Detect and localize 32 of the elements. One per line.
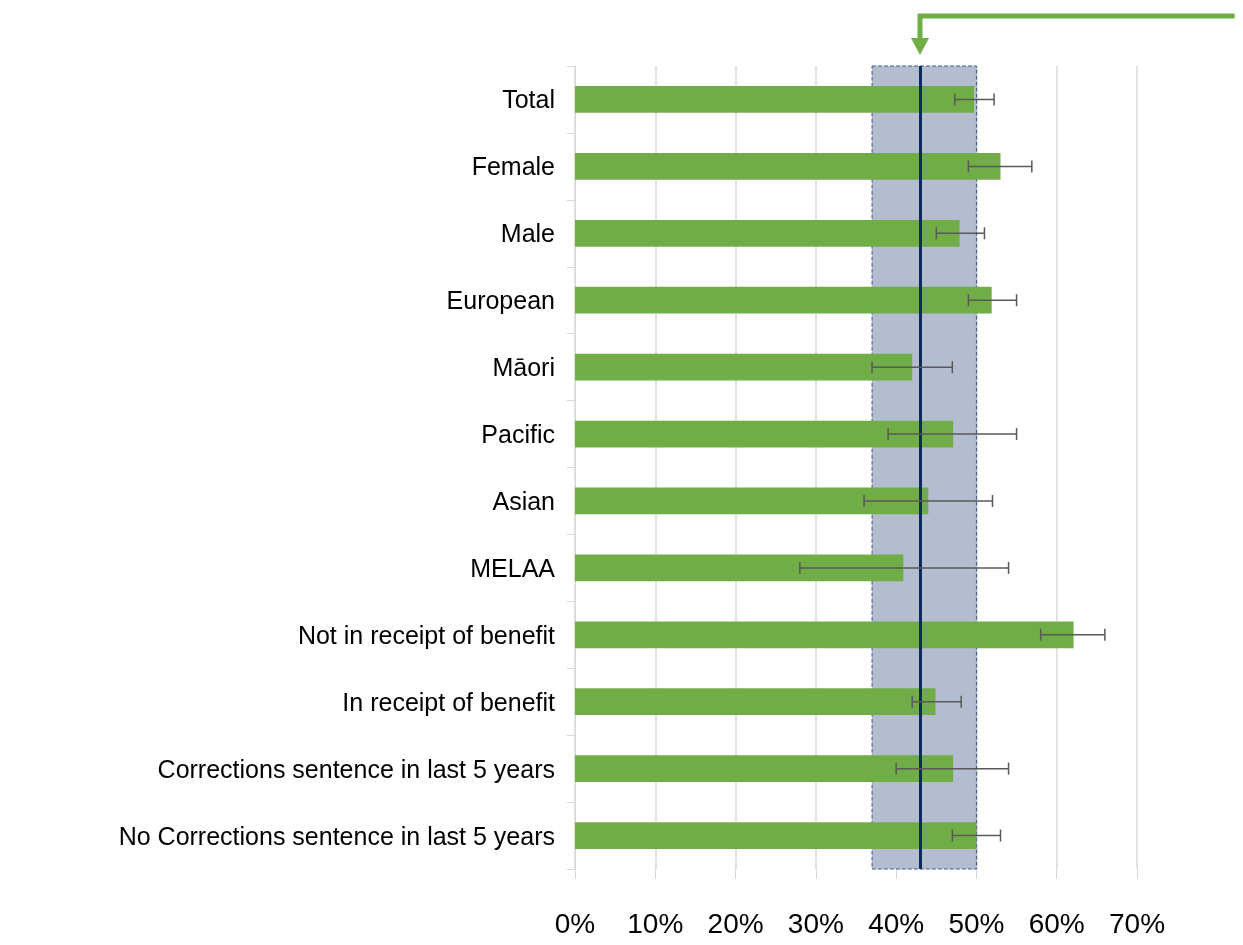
bar: [575, 688, 936, 716]
bar: [575, 86, 975, 113]
x-tick-label: 10%: [627, 907, 684, 939]
y-tick-label: In receipt of benefit: [342, 687, 556, 716]
bar: [575, 822, 977, 849]
y-tick-label: No Corrections sentence in last 5 years: [118, 821, 555, 850]
x-tick-label: 40%: [868, 907, 925, 939]
x-tick-label: 0%: [554, 907, 596, 939]
bar: [575, 219, 960, 247]
x-tick-label: 60%: [1028, 907, 1085, 939]
bar: [575, 487, 929, 515]
bar: [575, 554, 904, 582]
y-tick-label: Female: [471, 152, 555, 181]
y-tick-label: Total: [502, 85, 555, 114]
x-tick-label: 30%: [787, 907, 844, 939]
y-tick-label: Not in receipt of benefit: [297, 620, 556, 649]
bar: [575, 420, 954, 448]
bar: [575, 755, 954, 783]
y-tick-label: Māori: [492, 353, 555, 382]
y-tick-label: Asian: [492, 486, 555, 515]
bar: [575, 286, 992, 314]
x-tick-label: 50%: [948, 907, 1005, 939]
y-tick-label: European: [446, 286, 555, 315]
bar: [575, 621, 1074, 649]
x-tick-label: 70%: [1108, 907, 1166, 939]
bar: [575, 353, 913, 381]
y-tick-label: Pacific: [481, 420, 555, 449]
y-tick-label: MELAA: [470, 553, 556, 582]
y-tick-label: Male: [500, 219, 555, 248]
bar: [575, 152, 1001, 180]
x-tick-label: 20%: [707, 907, 764, 939]
y-tick-label: Corrections sentence in last 5 years: [157, 754, 555, 783]
